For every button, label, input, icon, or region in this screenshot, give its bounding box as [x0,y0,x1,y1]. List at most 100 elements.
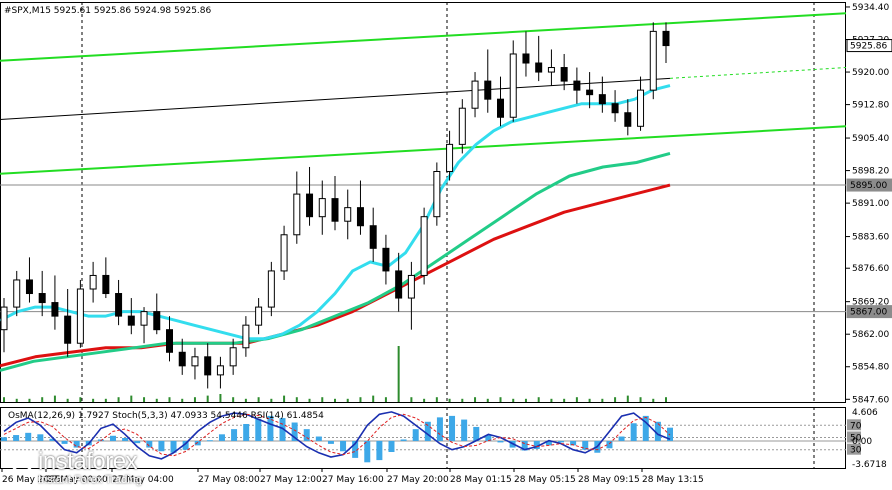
candle-body [76,288,84,344]
candle-body [484,80,492,100]
osma-bar [376,440,383,461]
osma-bar [521,440,528,451]
candle-body [586,89,594,96]
osma-bar [412,429,419,441]
current-price-label: 5925.86 [850,42,887,52]
candle-body [127,315,135,326]
x-tick-label: 28 May 09:15 [578,475,640,485]
osma-bar [218,434,225,441]
candle-body [51,302,59,317]
candle-body [242,324,250,349]
candle-body [535,62,543,73]
candle-body [331,198,339,222]
ema-green-line [0,151,671,372]
indicator-level-box [847,443,861,455]
stoch-main-line [3,411,671,460]
osma-bar [49,438,56,441]
osma-bar [25,432,32,441]
y-tick-label: 5876.60 [852,264,889,274]
osma-bar [630,423,637,441]
x-tick-label: 28 May 05:15 [514,475,576,485]
osma-bar [352,440,359,458]
lower-channel-line [0,125,847,175]
candle-body [382,247,390,272]
osma-bar [194,440,201,446]
candle-body [115,293,123,317]
osma-bar [582,440,589,450]
osma-bar [364,440,371,463]
candles-layer [0,22,670,389]
indicator-level-box [847,419,861,431]
candle-body [89,274,97,290]
candle-body [547,67,555,73]
level-price-label: 5895.00 [850,181,887,191]
osma-bar [436,417,443,441]
candle-body [637,89,645,127]
candle-body [522,53,530,64]
osma-bar [279,418,286,441]
indicator-title: OsMA(12,26,9) 1.7927 Stoch(5,3,3) 47.093… [8,411,324,421]
candle-body [140,311,148,326]
osma-bar [37,434,44,441]
osma-bar [1,437,7,441]
osma-bar [73,440,80,448]
indicator-tick-label: 30 [850,446,862,456]
main-frame [0,2,846,403]
candle-body [318,198,326,218]
candle-body [204,356,212,376]
candle-body [560,67,568,82]
y-tick-label: 5854.80 [852,363,889,373]
x-tick-label: 28 May 13:15 [642,475,704,485]
x-tick-label: 27 May 20:00 [387,475,449,485]
candle-body [458,107,466,145]
osma-bar [667,427,673,441]
candle-body [191,356,199,367]
watermark-tagline: Instant Forex Trading [38,474,142,486]
osma-bar [545,440,552,446]
x-tick-label: 28 May 01:15 [450,475,512,485]
candle-body [395,270,403,299]
y-tick-label: 5883.60 [852,233,889,243]
middle-channel-line [0,77,671,121]
indicator-tick-label: 0.00 [852,437,872,447]
osma-bar [449,415,456,441]
osma-bar [158,440,165,452]
level-price-label-box [846,305,892,319]
osma-bar [642,415,649,441]
osma-bar [109,435,116,441]
osma-bar [243,423,250,441]
osma-bar [291,422,298,441]
candle-body [598,94,606,105]
candle-body [611,103,619,114]
osma-bar [461,419,468,441]
candle-body [267,270,275,308]
candle-body [509,53,517,118]
axis-layer: 5934.405927.205920.005912.805905.405898.… [1,3,892,485]
candle-body [356,207,364,227]
osma-bar [618,436,625,441]
osma-bar [400,439,407,441]
candle-body [369,225,377,249]
instaforex-logo-icon [10,450,34,474]
indicator-tick-label: 70 [850,421,862,431]
osma-bar [327,440,334,444]
osma-bar [206,440,213,442]
candle-body [407,274,415,299]
osma-bar [303,429,310,441]
candle-body [178,351,186,367]
y-tick-label: 5862.00 [852,330,889,340]
current-price-label-box [846,39,892,53]
y-tick-label: 5920.00 [852,68,889,78]
candle-body [38,293,46,304]
x-tick-label: 27 May 12:00 [260,475,322,485]
candle-body [306,193,314,218]
channel-layer [0,12,847,175]
watermark-brand: instaforex [38,448,138,475]
indicator-level-box [847,431,861,443]
stoch-signal-line [3,413,671,457]
osma-bar [497,440,504,443]
candle-body [344,207,352,222]
moving-average-layer [0,84,671,372]
candle-body [624,112,632,127]
